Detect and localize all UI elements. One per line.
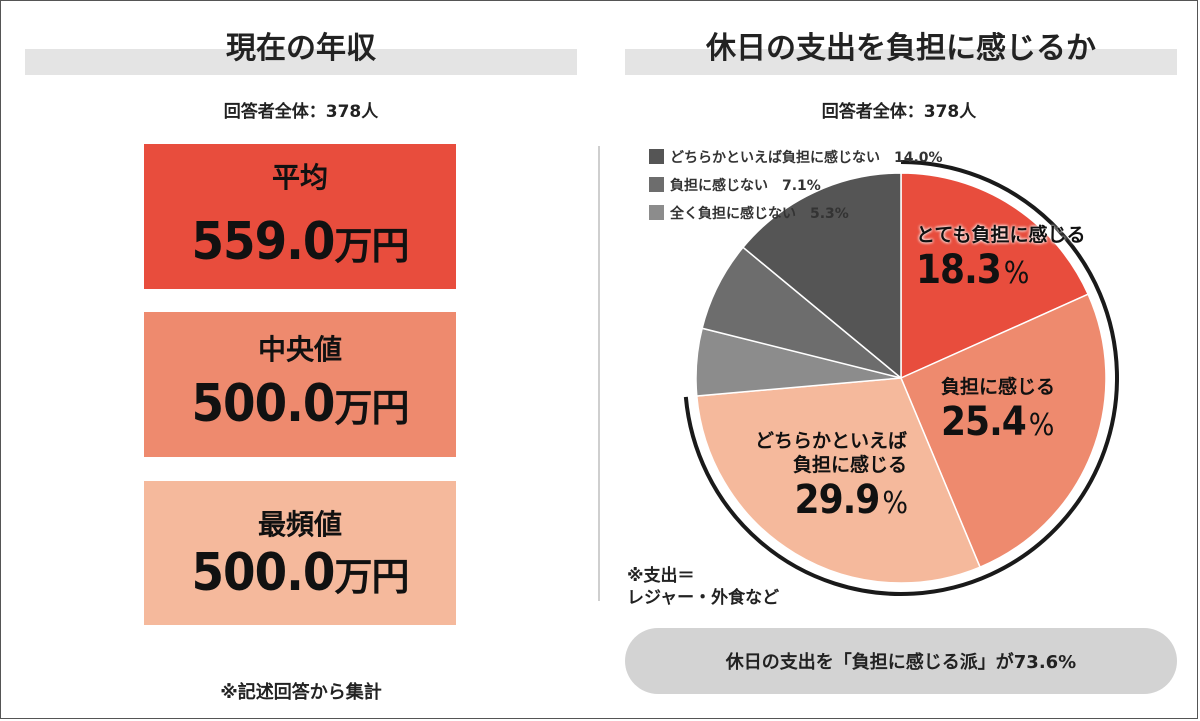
stat-unit: 万円 xyxy=(334,386,409,430)
slice-very-burden xyxy=(900,172,1090,380)
footnote-line2: レジャー・外食など xyxy=(627,588,780,608)
left-title-bar xyxy=(25,49,577,75)
stat-box-median: 中央値 500.0万円 xyxy=(144,312,456,457)
legend-swatch xyxy=(649,205,664,220)
slice-name: とても負担に感じる xyxy=(916,224,1086,246)
legend-swatch xyxy=(649,177,664,192)
right-title-bar xyxy=(625,49,1177,75)
slice-label-somewhat-burden: どちらかといえば 負担に感じる 29.9% xyxy=(754,429,908,527)
slice-label-burden: 負担に感じる 25.4% xyxy=(941,375,1055,449)
slice-percent: 18.3% xyxy=(916,247,1029,293)
stat-value: 500.0万円 xyxy=(144,543,456,603)
stat-number: 500.0 xyxy=(191,543,336,603)
highlight-arc xyxy=(683,160,1119,596)
legend-item: 負担に感じない 7.1% xyxy=(649,175,821,195)
slice-somewhat-burden xyxy=(695,377,982,584)
summary-pill: 休日の支出を「負担に感じる派」が73.6% xyxy=(625,628,1177,694)
left-respondents-count: 回答者全体：378人 xyxy=(223,102,379,122)
stat-label: 中央値 xyxy=(257,333,342,366)
slice-name: 負担に感じる xyxy=(941,376,1056,398)
slice-somewhat-no-burden xyxy=(741,172,902,380)
slice-percent: 25.4% xyxy=(941,399,1054,445)
vertical-divider xyxy=(598,146,600,601)
stat-box-average: 平均 559.0万円 xyxy=(144,144,456,289)
footnote-line1: ※支出＝ xyxy=(627,566,695,586)
stat-number: 500.0 xyxy=(191,374,336,434)
legend-item: 全く負担に感じない 5.3% xyxy=(649,203,849,223)
stat-unit: 万円 xyxy=(334,224,409,268)
stat-number: 559.0 xyxy=(191,212,336,272)
legend-item: どちらかといえば負担に感じない 14.0% xyxy=(649,147,943,167)
stat-label: 最頻値 xyxy=(257,508,342,541)
stat-value: 500.0万円 xyxy=(144,374,456,434)
slice-name-line2: 負担に感じる xyxy=(792,454,907,476)
left-footnote: ※記述回答から集計 xyxy=(220,682,382,703)
stat-label: 平均 xyxy=(271,161,328,194)
slice-name-line1: どちらかといえば xyxy=(754,430,907,452)
right-panel-title: 休日の支出を負担に感じるか xyxy=(706,31,1096,66)
slice-label-very-burden: とても負担に感じる 18.3% xyxy=(916,223,1085,297)
legend-label: どちらかといえば負担に感じない 14.0% xyxy=(670,150,943,166)
slice-percent: 29.9% xyxy=(794,477,908,523)
stat-unit: 万円 xyxy=(334,555,409,599)
legend-label: 負担に感じない 7.1% xyxy=(670,178,821,194)
legend-label: 全く負担に感じない 5.3% xyxy=(670,206,849,222)
right-respondents-count: 回答者全体：378人 xyxy=(821,102,977,122)
stat-value: 559.0万円 xyxy=(144,212,456,272)
stat-box-mode: 最頻値 500.0万円 xyxy=(144,481,456,625)
legend-swatch xyxy=(649,149,664,164)
left-panel-title: 現在の年収 xyxy=(226,31,376,66)
right-footnote: ※支出＝ レジャー・外食など xyxy=(627,565,779,609)
